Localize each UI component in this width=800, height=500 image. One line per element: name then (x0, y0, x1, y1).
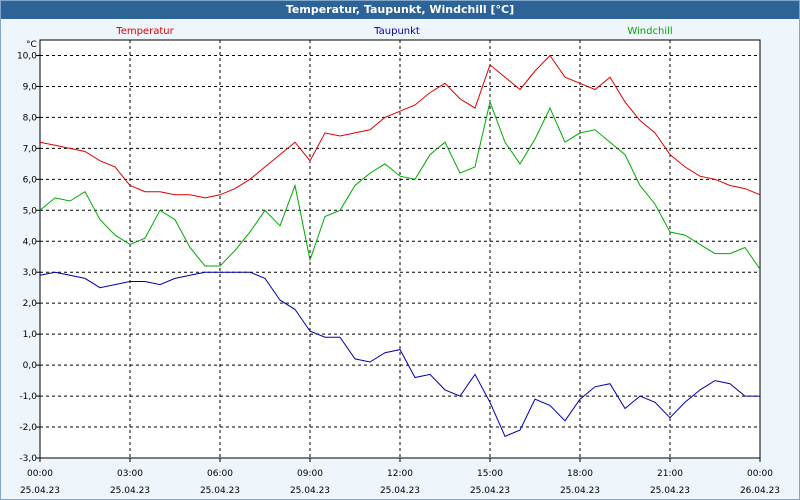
x-tick-time-label: 00:00 (27, 469, 53, 479)
y-axis-unit: °C (26, 40, 37, 50)
y-tick-label: 4,0 (23, 237, 38, 247)
x-tick-time-label: 18:00 (567, 469, 593, 479)
x-tick-time-label: 00:00 (747, 469, 773, 479)
x-tick-date-label: 25.04.23 (380, 486, 420, 496)
x-tick-time-label: 06:00 (207, 469, 233, 479)
legend: Temperatur Taupunkt Windchill (115, 26, 672, 37)
series-line-taupunkt (39, 271, 760, 437)
y-tick-label: 2,0 (23, 299, 38, 309)
chart-title: Temperatur, Taupunkt, Windchill [°C] (1, 1, 799, 19)
y-tick-label: 6,0 (23, 175, 38, 185)
x-tick-date-label: 25.04.23 (200, 486, 240, 496)
y-tick-label: -3,0 (19, 454, 37, 464)
x-tick-time-label: 15:00 (477, 469, 503, 479)
x-tick-date-label: 26.04.23 (740, 486, 780, 496)
series-lines (39, 54, 761, 437)
y-tick-label: -2,0 (19, 423, 37, 433)
x-tick-time-label: 03:00 (117, 469, 143, 479)
x-tick-date-label: 25.04.23 (470, 486, 510, 496)
y-tick-label: 1,0 (23, 330, 38, 340)
grid-lines (39, 40, 761, 459)
x-tick-date-label: 25.04.23 (290, 486, 330, 496)
legend-item-taupunkt: Taupunkt (373, 26, 420, 37)
x-tick-date-label: 25.04.23 (650, 486, 690, 496)
x-tick-date-label: 25.04.23 (20, 486, 60, 496)
y-tick-label: -1,0 (19, 392, 37, 402)
y-tick-label: 5,0 (23, 206, 38, 216)
y-tick-label: 3,0 (23, 268, 38, 278)
legend-item-temperatur: Temperatur (115, 26, 174, 37)
y-axis-ticks: 10,0 9,0 8,0 7,0 6,0 5,0 4,0 3,0 2,0 1,0 0,0 -1,0 -2… (17, 51, 40, 464)
y-tick-label: 9,0 (23, 82, 38, 92)
x-tick-time-label: 12:00 (387, 469, 413, 479)
series-line-temperatur (39, 54, 761, 199)
x-tick-time-label: 09:00 (297, 469, 323, 479)
y-tick-label: 8,0 (23, 113, 38, 123)
legend-item-windchill: Windchill (627, 26, 672, 37)
y-tick-label: 10,0 (17, 51, 37, 61)
x-axis-ticks: 00:00 25.04.23 03:00 25.04.23 06:00 25.04.23 0… (20, 458, 780, 496)
y-tick-label: 7,0 (23, 144, 38, 154)
series-line-windchill (39, 100, 761, 270)
x-tick-date-label: 25.04.23 (110, 486, 150, 496)
x-tick-date-label: 25.04.23 (560, 486, 600, 496)
y-tick-label: 0,0 (23, 361, 38, 371)
x-tick-time-label: 21:00 (657, 469, 683, 479)
